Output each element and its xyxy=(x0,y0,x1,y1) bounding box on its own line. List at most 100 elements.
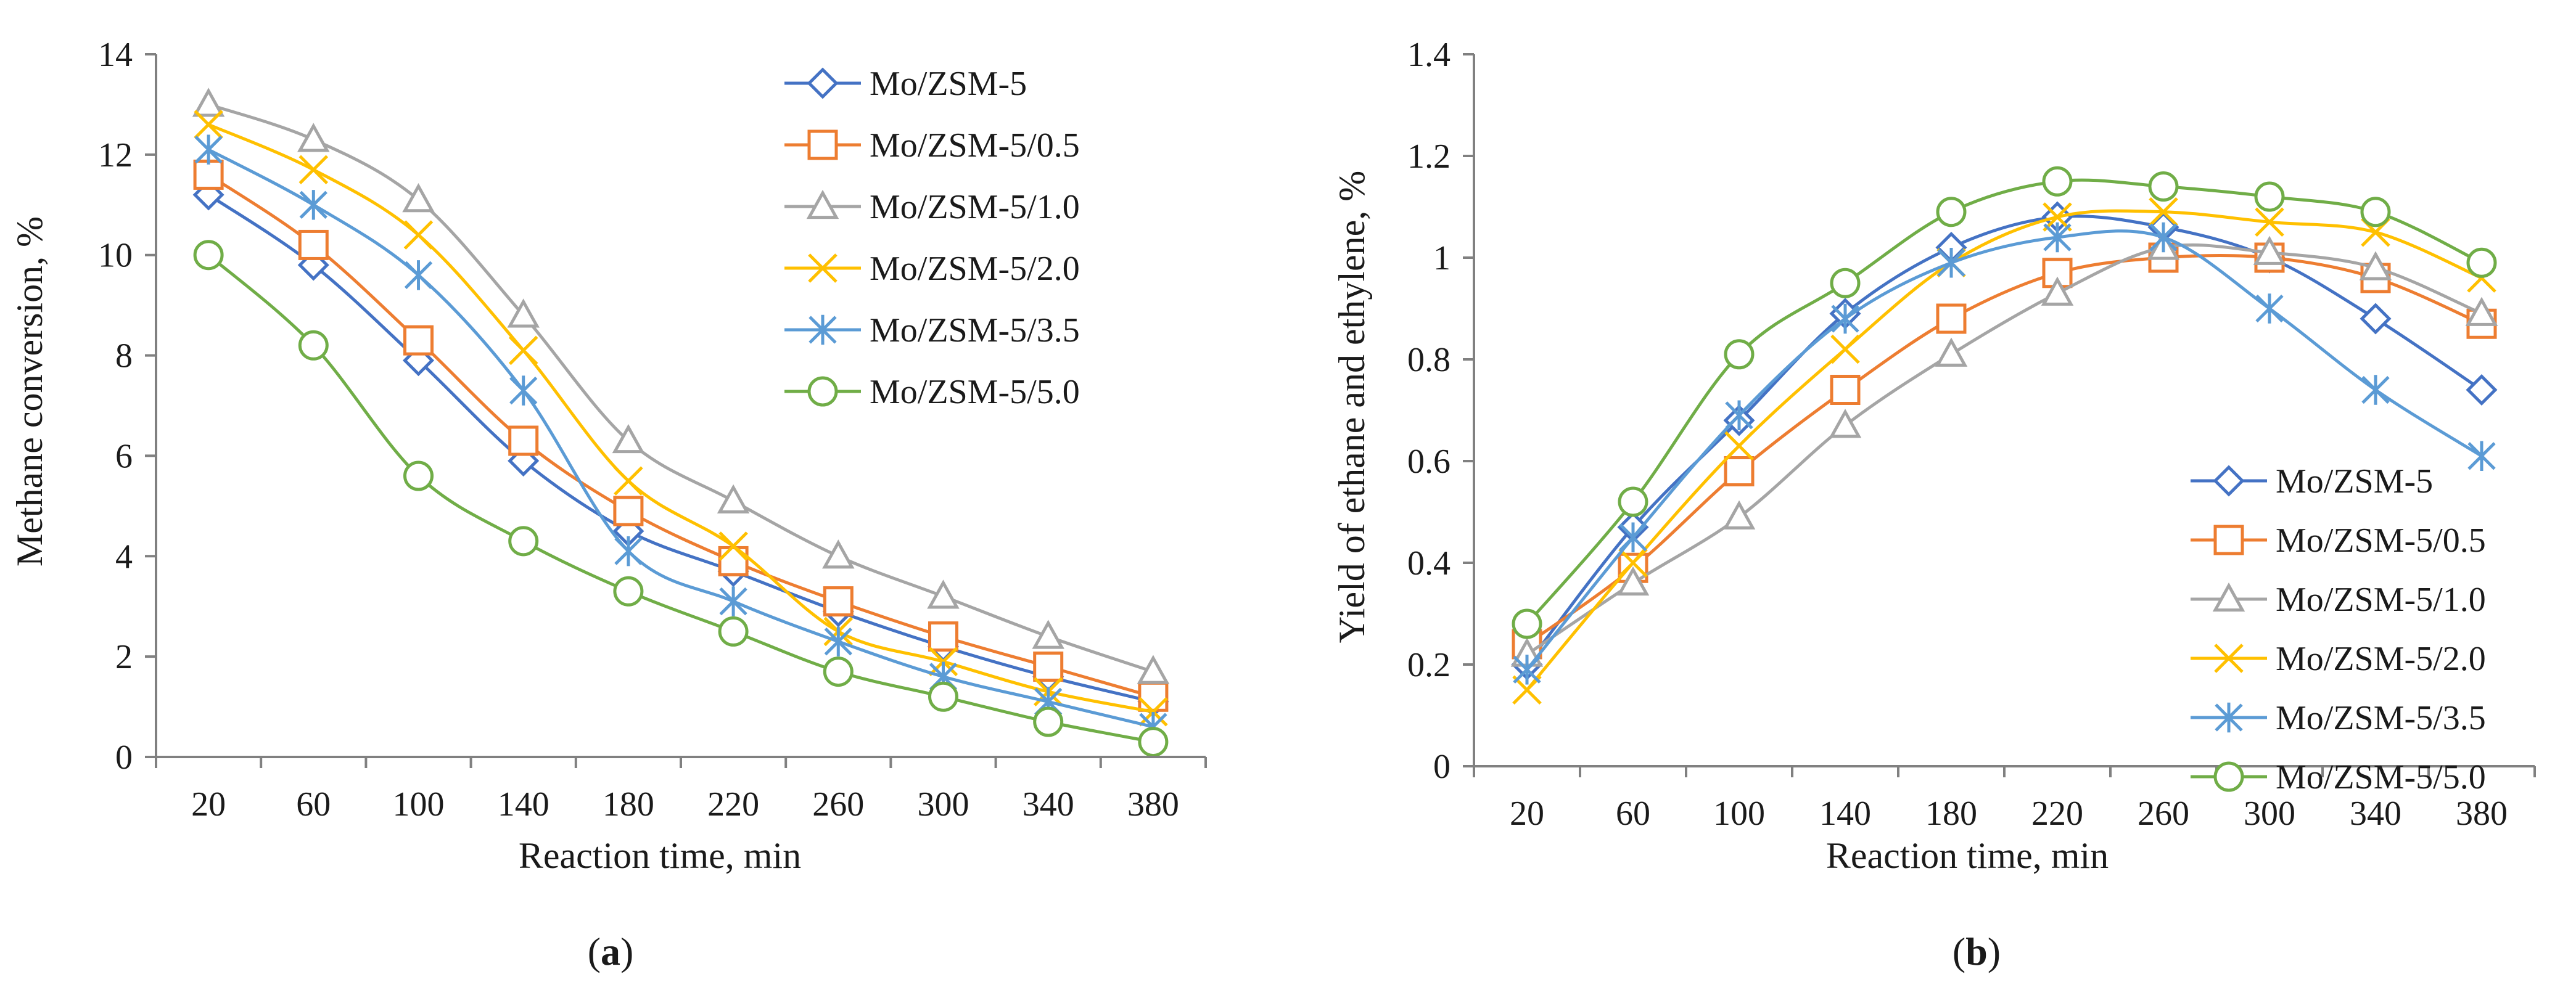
chart-a-y-tick-label: 6 xyxy=(115,437,133,475)
chart-b-legend-marker xyxy=(2212,582,2245,612)
chart-b-x-ticks: 20 60 100 140 180 220 260 300 340 380 xyxy=(1473,766,2536,833)
chart-a-data-point xyxy=(194,134,223,165)
chart-b-legend-label: Mo/ZSM-5 xyxy=(2276,462,2433,501)
chart-b-legend-item: Mo/ZSM-5/1.0 xyxy=(2191,581,2486,619)
chart-b-data-point xyxy=(1936,197,1967,227)
chart-b-data-point xyxy=(2465,297,2498,326)
chart-a-legend-marker xyxy=(808,253,837,283)
chart-a-legend: Mo/ZSM-5 Mo/ZSM-5/0.5 Mo/ZSM-5/1.0 Mo/ZSM-5… xyxy=(784,65,1080,411)
chart-a-data-point xyxy=(1032,620,1064,649)
chart-b-x-tick-label: 20 xyxy=(1510,795,1544,833)
chart-b-y-tick-label: 0.6 xyxy=(1407,443,1451,481)
chart-a-legend-label: Mo/ZSM-5/3.5 xyxy=(870,311,1080,350)
chart-a-x-tick-label: 180 xyxy=(603,785,654,824)
chart-a-legend-marker xyxy=(807,376,838,407)
chart-a-x-tick-label: 260 xyxy=(812,785,864,824)
chart-b: 0 0.2 0.4 0.6 0.8 1 1.2 1.4 20 60 100 140 180 220 260… xyxy=(1331,36,2536,973)
chart-b-x-tick-label: 180 xyxy=(1925,795,1977,833)
chart-b-data-point xyxy=(1830,268,1861,298)
chart-a-y-tick-label: 12 xyxy=(98,136,133,174)
chart-a-legend-label: Mo/ZSM-5 xyxy=(870,65,1027,103)
chart-a-x-axis-title: Reaction time, min xyxy=(519,835,801,876)
chart-b-x-tick-label: 220 xyxy=(2031,795,2083,833)
chart-b-x-tick-label: 60 xyxy=(1616,795,1650,833)
chart-b-data-point xyxy=(1618,548,1648,578)
chart-b-series-4 xyxy=(1513,222,2496,685)
chart-a-legend-item: Mo/ZSM-5/1.0 xyxy=(784,188,1080,226)
chart-a-caption: (a) xyxy=(588,930,634,973)
chart-b-data-point xyxy=(1724,456,1755,486)
chart-b-data-point xyxy=(2043,222,2072,253)
chart-b-x-tick-label: 140 xyxy=(1819,795,1871,833)
chart-b-legend-item: Mo/ZSM-5/0.5 xyxy=(2191,521,2486,560)
chart-a-x-tick-label: 380 xyxy=(1127,785,1179,824)
chart-b-series-3 xyxy=(1512,197,2496,705)
chart-a-data-point xyxy=(1138,727,1169,758)
chart-a-x-tick-label: 300 xyxy=(918,785,969,824)
chart-a-data-point xyxy=(298,330,329,361)
chart-a-series-line xyxy=(207,253,1154,744)
chart-b-series xyxy=(1510,166,2498,705)
chart-b-data-point xyxy=(1618,486,1648,517)
chart-b-x-tick-label: 380 xyxy=(2456,795,2508,833)
chart-b-data-point xyxy=(2149,222,2178,253)
chart-a-series-1 xyxy=(193,159,1169,712)
chart-b-data-point xyxy=(2467,441,2496,471)
chart-a-data-point xyxy=(613,496,644,526)
chart-b-data-point xyxy=(1513,655,1541,685)
chart-b-legend-label: Mo/ZSM-5/0.5 xyxy=(2276,521,2486,560)
chart-a-series-line xyxy=(208,123,1154,714)
chart-b-data-point xyxy=(2466,374,2498,406)
chart-a-data-point xyxy=(404,260,433,290)
chart-b-series-line xyxy=(1526,229,2483,671)
chart-a-data-point xyxy=(403,325,434,356)
chart-b-y-tick-label: 1.4 xyxy=(1407,36,1451,74)
chart-a-legend-label: Mo/ZSM-5/1.0 xyxy=(870,188,1080,226)
chart-a-caption-letter: a xyxy=(601,930,620,973)
chart-b-data-point xyxy=(2361,375,2390,405)
chart-a-series xyxy=(192,88,1170,758)
chart-a-data-point xyxy=(403,460,434,491)
chart-b-data-point xyxy=(1935,337,1968,367)
chart-a-data-point xyxy=(298,155,329,185)
chart-b-data-point xyxy=(1936,303,1967,334)
chart-a-y-tick-label: 8 xyxy=(115,337,133,375)
chart-a-legend-marker xyxy=(806,189,839,219)
chart-b-data-point xyxy=(1725,400,1753,430)
chart-b-y-tick-label: 1 xyxy=(1433,239,1451,277)
chart-a-data-point xyxy=(718,531,748,561)
chart-a-data-point xyxy=(612,423,645,454)
chart-a-data-point xyxy=(1033,706,1064,737)
chart-b-data-point xyxy=(2360,197,2391,227)
chart-a-data-point xyxy=(1033,651,1064,682)
chart-b-data-point xyxy=(2466,247,2497,278)
chart-b-legend-marker xyxy=(2215,702,2243,733)
chart-a-data-point xyxy=(1138,681,1169,712)
chart-b-caption-letter: b xyxy=(1965,930,1988,973)
chart-b-data-point xyxy=(1724,431,1754,461)
chart-b-data-point xyxy=(1616,566,1650,596)
chart-a-x-tick-label: 220 xyxy=(707,785,759,824)
chart-a-data-point xyxy=(508,425,539,456)
chart-a-series-line xyxy=(207,148,1154,729)
chart-a-legend-marker xyxy=(809,314,837,345)
chart-b-legend-item: Mo/ZSM-5/5.0 xyxy=(2191,758,2486,796)
chart-a-data-point xyxy=(614,466,643,496)
chart-b-legend-marker xyxy=(2214,644,2244,673)
chart-b-series-line xyxy=(1526,178,2483,625)
chart-a-data-point xyxy=(1138,697,1168,727)
chart-b-x-tick-label: 260 xyxy=(2138,795,2189,833)
chart-a-data-point xyxy=(508,335,538,366)
chart-b-y-axis-title: Yield of ethane and ethylene, % xyxy=(1331,171,1372,643)
chart-a-series-5 xyxy=(193,240,1169,758)
chart-a-data-point xyxy=(298,229,329,260)
chart-b-data-point xyxy=(1619,522,1647,552)
chart-b-legend-label: Mo/ZSM-5/5.0 xyxy=(2276,758,2486,796)
chart-b-legend-label: Mo/ZSM-5/1.0 xyxy=(2276,581,2486,619)
chart-a-legend-label: Mo/ZSM-5/2.0 xyxy=(870,250,1080,288)
chart-b-y-tick-label: 0.4 xyxy=(1407,544,1451,583)
chart-b-x-tick-label: 340 xyxy=(2350,795,2401,833)
chart-a-legend-item: Mo/ZSM-5/2.0 xyxy=(784,250,1080,288)
chart-b-y-ticks: 0 0.2 0.4 0.6 0.8 1 1.2 1.4 xyxy=(1407,36,1474,786)
